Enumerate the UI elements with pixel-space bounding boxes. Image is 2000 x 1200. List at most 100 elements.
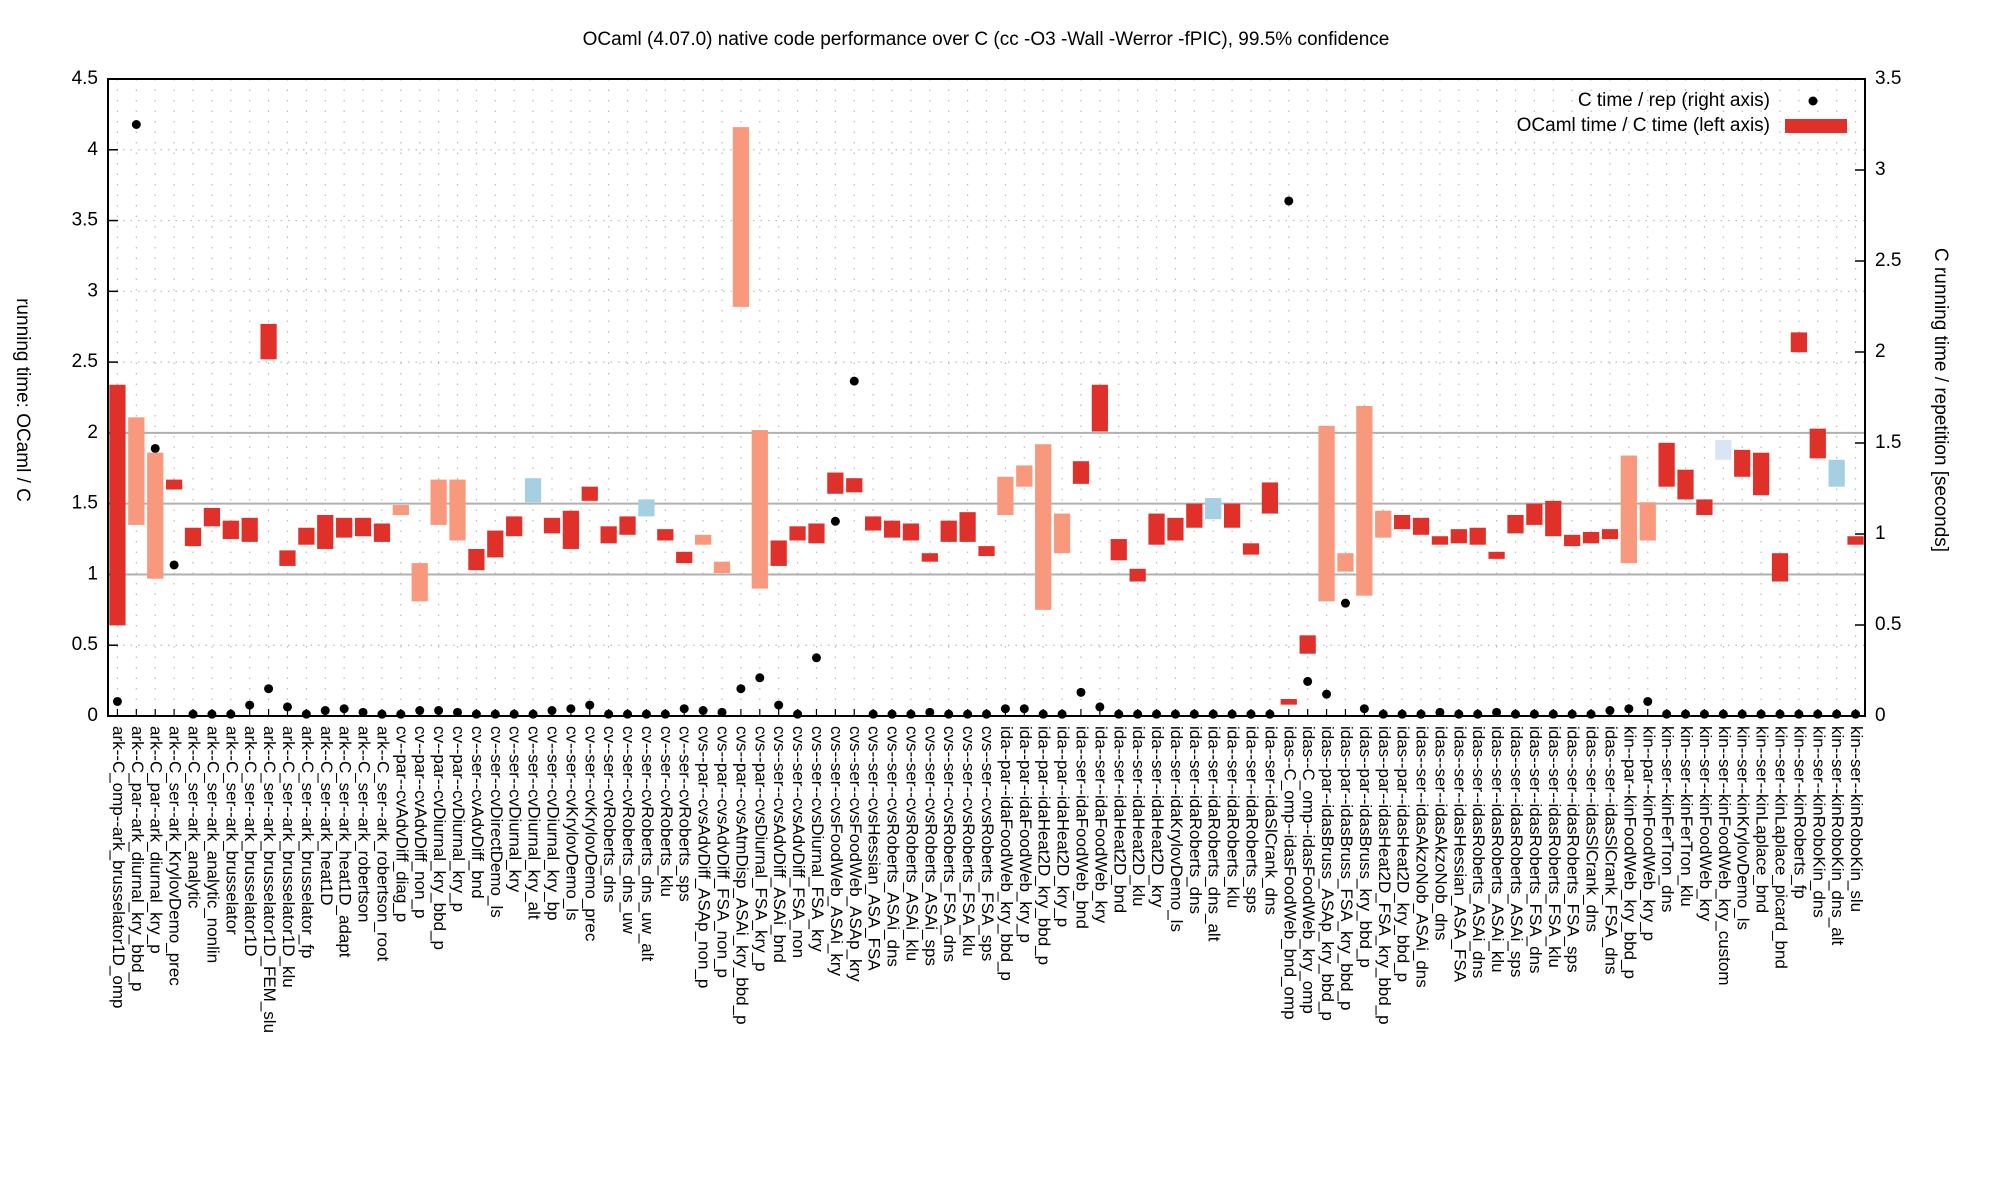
- x-tick-label: cv--ser--cvRoberts_dns_uw_alt: [638, 726, 657, 962]
- y-axis-label: running time: OCaml / C: [12, 298, 33, 502]
- bar: [279, 550, 296, 566]
- bar: [827, 472, 844, 494]
- bar: [581, 486, 598, 501]
- bar: [1771, 553, 1789, 582]
- bar: [354, 517, 372, 537]
- dot: [1227, 709, 1237, 719]
- dot: [660, 709, 670, 719]
- x-tick-label: cvs--ser--cvsRoberts_FSA_sps: [978, 726, 997, 961]
- bar: [638, 499, 655, 517]
- bar: [1337, 553, 1354, 572]
- bar: [751, 430, 768, 589]
- legend-label: C time / rep (right axis): [1578, 90, 1770, 111]
- x-tick-label: cv--ser--cvDiurnal_kry_alt: [525, 726, 544, 920]
- chart-title: OCaml (4.07.0) native code performance o…: [583, 29, 1390, 50]
- x-tick-label: cv--ser--cvRoberts_dns: [600, 726, 619, 903]
- bar: [1356, 405, 1373, 596]
- dot: [1303, 676, 1313, 686]
- dot: [1567, 709, 1577, 719]
- x-tick-label: ida--par--idaFoodWeb_kry_p: [1016, 726, 1035, 943]
- x-tick-label: ida--par--idaHeat2D_kry_p: [1054, 726, 1073, 927]
- x-tick-label: cvs--par--cvsAdvDiff_FSA_non_p: [714, 726, 733, 978]
- y-tick-label: 0: [87, 705, 98, 726]
- bar: [713, 561, 731, 574]
- x-tick-label: kin--ser--kinFerTron_dns: [1658, 726, 1677, 912]
- x-tick-label: kin--ser--kinFoodWeb_kry_custom: [1715, 726, 1734, 985]
- x-tick-label: cvs--ser--cvsFoodWeb_ASAi_kry: [827, 726, 846, 977]
- bar: [1639, 502, 1656, 541]
- dot: [1340, 598, 1350, 608]
- bar: [1375, 510, 1392, 538]
- x-tick-label: cvs--ser--cvsRoberts_ASAi_dns: [884, 726, 903, 967]
- bar: [1582, 531, 1600, 544]
- dot: [377, 709, 387, 719]
- x-tick-label: cv--par--cvAdvDiff_diag_p: [392, 726, 411, 922]
- dot: [1794, 709, 1804, 719]
- bar: [940, 520, 957, 542]
- x-tick-label: idas--C_omp--idasFoodWeb_bnd_omp: [1280, 726, 1299, 1020]
- dot: [1397, 709, 1407, 719]
- x-tick-label: cv--ser--cvDirectDemo_ls: [487, 726, 506, 918]
- x-tick-label: idas--par--idasBruss_ASAp_kry_bbd_p: [1318, 726, 1337, 1021]
- x-tick-label: ark--C_ser--ark_analytic_nonlin: [203, 726, 222, 963]
- x-tick-label: idas--ser--idasRoberts_FSA_sps: [1564, 726, 1583, 973]
- dot: [301, 709, 311, 719]
- x-tick-label: idas--par--idasBruss_FSA_kry_bbd_p: [1337, 726, 1356, 1010]
- x-tick-label: ida--ser--idaHeat2D_bnd: [1110, 726, 1129, 913]
- dot: [868, 709, 878, 719]
- bar: [449, 479, 466, 541]
- x-tick-label: kin--ser--kinFoodWeb_kry: [1696, 726, 1715, 922]
- bar: [203, 507, 221, 527]
- dot: [226, 709, 236, 719]
- y2-tick-label: 3.5: [1875, 68, 1901, 89]
- dot: [1208, 709, 1218, 719]
- bar: [694, 534, 712, 545]
- x-tick-label: ark--C_ser--ark_heat1D_adapt: [336, 726, 355, 958]
- dot: [188, 709, 198, 719]
- dot: [623, 709, 633, 719]
- x-tick-label: idas--ser--idasRoberts_ASAi_klu: [1488, 726, 1507, 973]
- dot: [1322, 689, 1332, 699]
- x-tick-label: ark--C_par--ark_diurnal_kry_bbd_p: [128, 726, 147, 992]
- bar: [1658, 442, 1675, 487]
- dot: [1473, 709, 1483, 719]
- x-tick-label: ark--C_ser--ark_brusselator1D_klu: [279, 726, 298, 988]
- x-tick-label: kin--ser--kinLaplace_picard_bnd: [1771, 726, 1790, 969]
- y-tick-label: 2.5: [72, 351, 98, 372]
- bar: [846, 478, 863, 493]
- dot: [1152, 709, 1162, 719]
- bar: [732, 127, 750, 307]
- dot: [415, 706, 425, 716]
- dot: [811, 653, 821, 663]
- bar: [241, 517, 258, 542]
- x-tick-label: idas--par--idasBruss_kry_bbd_p: [1356, 726, 1375, 968]
- dot: [1246, 709, 1256, 719]
- x-tick-label: cv--ser--cvDiurnal_kry_bp: [543, 726, 562, 921]
- bar: [1715, 439, 1732, 460]
- bar: [1601, 529, 1619, 540]
- x-tick-label: cvs--ser--cvsRoberts_ASAi_klu: [902, 726, 921, 961]
- bar: [1507, 514, 1524, 534]
- bar: [1828, 459, 1845, 487]
- dot: [1624, 704, 1634, 714]
- dot: [245, 700, 255, 710]
- bar: [1148, 513, 1165, 545]
- dot: [1718, 709, 1728, 719]
- bar: [1129, 568, 1146, 582]
- x-tick-label: ark--C_ser--ark_brusselator: [222, 726, 241, 935]
- bar: [1072, 461, 1090, 484]
- x-tick-label: cvs--ser--cvsFoodWeb_ASAp_kry: [846, 726, 865, 982]
- x-tick-label: cv--ser--cvRoberts_sps: [676, 726, 695, 902]
- dot: [1775, 709, 1785, 719]
- dot: [1359, 704, 1369, 714]
- bar: [506, 516, 523, 537]
- bar: [1526, 503, 1543, 525]
- y-tick-label: 4.5: [72, 68, 98, 89]
- x-tick-label: ark--C_ser--ark_brusselator1D: [241, 726, 260, 957]
- dot: [1548, 709, 1558, 719]
- dot: [736, 684, 746, 694]
- bar: [1186, 503, 1203, 528]
- dot: [1057, 709, 1067, 719]
- x-tick-label: ark--C_ser--ark_analytic: [185, 726, 204, 909]
- bar: [1412, 517, 1430, 535]
